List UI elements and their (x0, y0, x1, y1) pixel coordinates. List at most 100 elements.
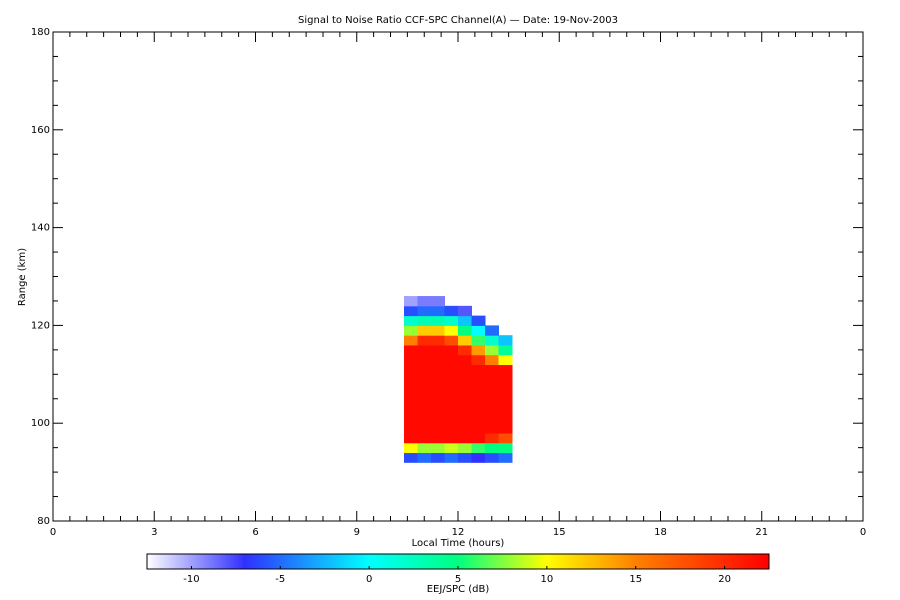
heatmap-cell (498, 442, 513, 454)
heatmap-cell (431, 374, 445, 385)
x-tick-label: 3 (151, 527, 157, 538)
heatmap-cell (471, 442, 486, 454)
colorbar-tick-label: 5 (455, 574, 461, 585)
heatmap-cell (431, 413, 445, 424)
heatmap-cell (417, 364, 432, 375)
heatmap-cell (471, 364, 486, 375)
heatmap-cell (498, 384, 513, 395)
heatmap-cell (458, 442, 472, 454)
heatmap-cell (485, 403, 499, 414)
heatmap-cell (444, 325, 459, 336)
heatmap-cell (458, 344, 472, 356)
x-tick-label: 0 (860, 527, 866, 538)
heatmap-cell (498, 413, 513, 424)
heatmap-cell (444, 413, 459, 424)
heatmap-cell (498, 364, 513, 375)
colorbar-tick-label: -10 (183, 574, 199, 585)
heatmap-cell (444, 432, 459, 444)
heatmap-cell (471, 354, 486, 366)
heatmap-cell (485, 384, 499, 395)
heatmap-cell (417, 354, 432, 366)
colorbar-tick-label: 20 (718, 574, 731, 585)
heatmap-cell (471, 315, 486, 326)
heatmap-cell (471, 393, 486, 405)
x-tick-label: 12 (452, 527, 465, 538)
y-axis-label: Range (km) (17, 248, 28, 306)
heatmap-cell (404, 335, 418, 346)
heatmap-cell (498, 354, 513, 366)
heatmap-cell (417, 403, 432, 414)
heatmap-cell (485, 413, 499, 424)
heatmap-cell (431, 403, 445, 414)
heatmap-cell (431, 315, 445, 326)
heatmap-cell (485, 432, 499, 444)
heatmap-cell (498, 374, 513, 385)
heatmap-cell (431, 423, 445, 434)
colorbar-tick-label: -5 (275, 574, 285, 585)
heatmap-cell (444, 315, 459, 326)
heatmap-cell (485, 325, 499, 336)
x-tick-label: 21 (755, 527, 768, 538)
heatmap-cell (444, 374, 459, 385)
heatmap-cell (431, 296, 445, 307)
heatmap-cell (417, 413, 432, 424)
heatmap-cell (431, 354, 445, 366)
heatmap-cell (444, 354, 459, 366)
heatmap-cell (417, 452, 432, 463)
heatmap-cell (485, 442, 499, 454)
heatmap-cell (417, 344, 432, 356)
heatmap-cell (471, 432, 486, 444)
heatmap-cell (404, 403, 418, 414)
heatmap-cell (458, 393, 472, 405)
heatmap-cell (404, 374, 418, 385)
heatmap-cell (485, 344, 499, 356)
heatmap-cell (444, 335, 459, 346)
heatmap-cell (471, 325, 486, 336)
heatmap-cell (458, 354, 472, 366)
heatmap-cell (458, 432, 472, 444)
heatmap-cell (485, 364, 499, 375)
x-tick-label: 9 (354, 527, 360, 538)
heatmap-cell (485, 374, 499, 385)
heatmap-cell (498, 432, 513, 444)
heatmap-cell (404, 325, 418, 336)
heatmap-cell (404, 354, 418, 366)
heatmap-cell (458, 305, 472, 317)
heatmap-cell (431, 335, 445, 346)
heatmap-cell (471, 335, 486, 346)
heatmap-cell (404, 442, 418, 454)
x-tick-label: 0 (50, 527, 56, 538)
heatmap-cell (404, 296, 418, 307)
heatmap-cell (404, 344, 418, 356)
heatmap-cell (498, 452, 513, 463)
heatmap-cell (471, 413, 486, 424)
heatmap-cell (404, 393, 418, 405)
y-tick-label: 140 (31, 223, 50, 234)
heatmap-cell (431, 305, 445, 317)
x-tick-label: 18 (654, 527, 667, 538)
heatmap-cell (417, 325, 432, 336)
heatmap-cell (498, 393, 513, 405)
y-tick-label: 80 (37, 516, 50, 527)
heatmap-cell (458, 403, 472, 414)
y-tick-label: 160 (31, 125, 50, 136)
heatmap-cell (404, 452, 418, 463)
heatmap-cell (498, 344, 513, 356)
heatmap-cell (431, 344, 445, 356)
heatmap-cell (404, 432, 418, 444)
heatmap-cell (444, 403, 459, 414)
heatmap-cell (431, 384, 445, 395)
y-tick-label: 180 (31, 27, 50, 38)
x-tick-label: 15 (553, 527, 566, 538)
heatmap-cell (471, 423, 486, 434)
chart-title: Signal to Noise Ratio CCF-SPC Channel(A)… (298, 15, 618, 26)
heatmap-cell (417, 442, 432, 454)
heatmap-cell (417, 432, 432, 444)
x-tick-label: 6 (252, 527, 258, 538)
colorbar-tick-label: 15 (629, 574, 642, 585)
heatmap-cell (444, 452, 459, 463)
colorbar-tick-label: 10 (540, 574, 553, 585)
heatmap-cell (417, 423, 432, 434)
y-tick-label: 100 (31, 418, 50, 429)
